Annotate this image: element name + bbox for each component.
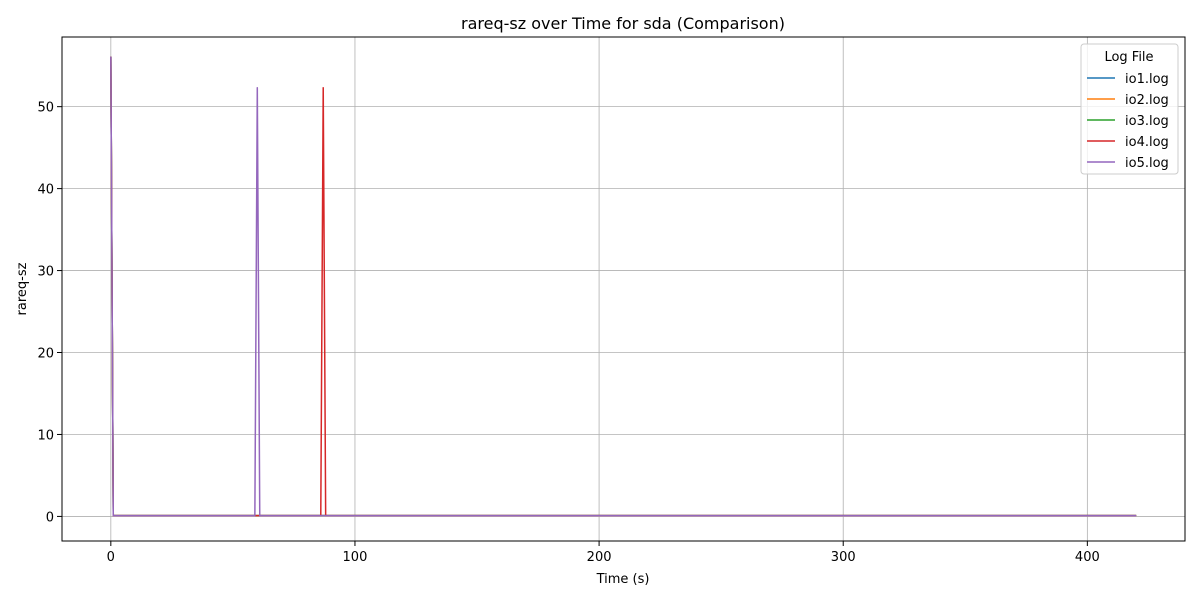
x-tick-label: 100 <box>343 550 368 565</box>
legend-entry: io3.log <box>1125 114 1169 129</box>
legend-title: Log File <box>1104 50 1153 65</box>
legend: Log File io1.log io2.log io3.log io4.log io5… <box>1080 43 1179 175</box>
series-line-io5-log <box>110 56 1137 517</box>
x-axis-label: Time (s) <box>596 572 650 587</box>
chart-title: rareq-sz over Time for sda (Comparison) <box>461 14 785 33</box>
legend-entry: io2.log <box>1125 93 1169 108</box>
y-tick-label: 40 <box>37 183 54 198</box>
y-tick-label: 0 <box>46 510 54 525</box>
legend-entry: io4.log <box>1125 135 1169 150</box>
series-lines <box>110 56 1137 517</box>
x-tick-label: 300 <box>831 550 856 565</box>
x-tick-label: 0 <box>107 550 115 565</box>
grid <box>62 37 1185 541</box>
x-tick-label: 400 <box>1075 550 1100 565</box>
series-line-io1-log <box>110 56 1137 517</box>
y-axis-label: rareq-sz <box>15 262 30 315</box>
series-line-io2-log <box>110 56 1137 517</box>
series-line-io3-log <box>110 56 1137 517</box>
y-tick-label: 30 <box>37 265 54 280</box>
axis-ticks: 0 100 200 300 400 0 10 20 30 40 50 <box>37 101 1099 565</box>
series-line-io4-log <box>110 56 1137 517</box>
plot-frame <box>61 36 1186 542</box>
x-tick-label: 200 <box>587 550 612 565</box>
legend-entry: io5.log <box>1125 156 1169 171</box>
y-tick-label: 20 <box>37 347 54 362</box>
y-tick-label: 50 <box>37 101 54 116</box>
legend-entry: io1.log <box>1125 72 1169 87</box>
y-tick-label: 10 <box>37 428 54 443</box>
